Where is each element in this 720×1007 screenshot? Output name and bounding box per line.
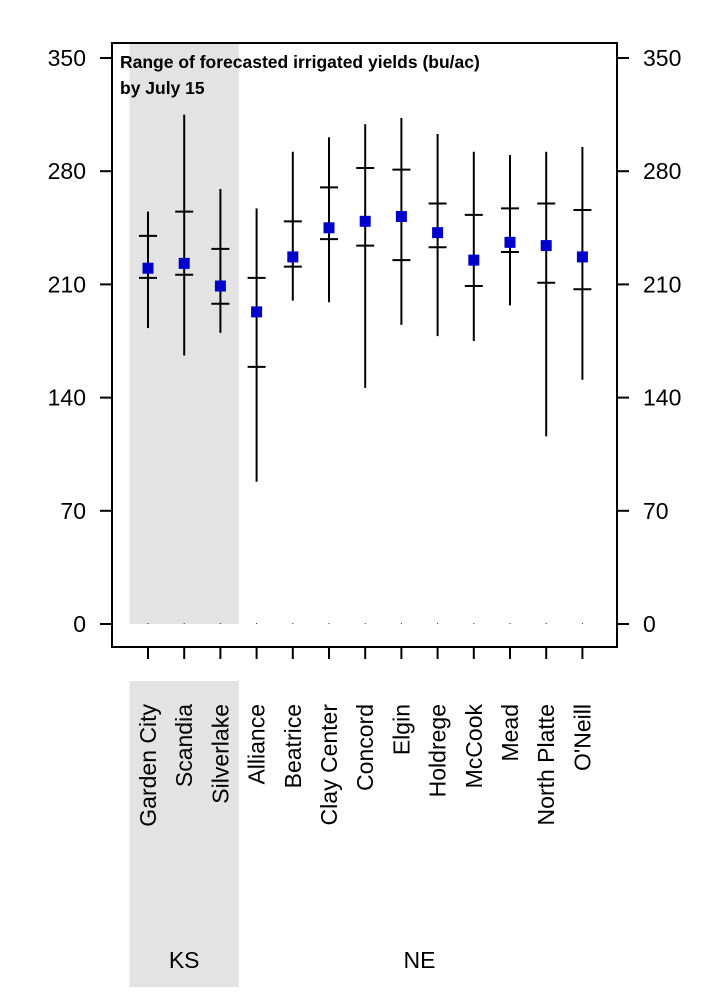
station-scandia xyxy=(175,114,194,624)
baseline-dot xyxy=(473,623,475,624)
x-tick-label: Scandia xyxy=(171,704,197,787)
baseline-dot xyxy=(509,623,511,624)
group-label: NE xyxy=(404,947,436,973)
median-marker xyxy=(251,306,263,318)
station-o-neill xyxy=(573,146,592,624)
median-marker xyxy=(142,262,154,274)
station-holdrege xyxy=(428,134,447,624)
station-silverlake xyxy=(211,188,230,624)
median-marker xyxy=(287,251,299,263)
median-marker xyxy=(576,251,588,263)
y-axis-left: 0 70 140 210 280 350 xyxy=(48,45,112,637)
x-tick-label: Holdrege xyxy=(425,704,451,797)
group-label: KS xyxy=(169,947,200,973)
x-tick-label: North Platte xyxy=(533,704,559,825)
station-concord xyxy=(356,124,375,624)
median-marker xyxy=(540,240,552,252)
error-bars xyxy=(139,114,592,624)
median-marker xyxy=(504,236,516,248)
station-mccook xyxy=(464,151,483,624)
median-marker xyxy=(432,227,444,239)
y-tick-label-left: 70 xyxy=(60,498,86,524)
station-alliance xyxy=(247,208,266,624)
x-tick-label: Silverlake xyxy=(207,704,233,804)
baseline-dot xyxy=(328,623,330,624)
x-tick-label: Elgin xyxy=(388,704,414,755)
x-tick-label: Garden City xyxy=(135,704,161,827)
median-marker xyxy=(395,210,407,222)
x-tick-label: Concord xyxy=(352,704,378,791)
chart-title: Range of forecasted irrigated yields (bu… xyxy=(120,52,480,72)
baseline-dot xyxy=(219,623,221,624)
chart-subtitle: by July 15 xyxy=(120,78,205,98)
station-elgin xyxy=(392,117,411,624)
station-clay-center xyxy=(320,137,338,624)
baseline-dot xyxy=(147,623,149,624)
y-tick-label-right: 70 xyxy=(643,498,669,524)
y-tick-label-right: 350 xyxy=(643,45,681,71)
baseline-dot xyxy=(400,623,402,624)
median-marker xyxy=(468,254,480,266)
group-labels: KS NE xyxy=(169,947,436,973)
y-tick-label-left: 280 xyxy=(48,158,86,184)
x-tick-label: Alliance xyxy=(244,704,270,785)
y-tick-label-left: 350 xyxy=(48,45,86,71)
station-mead xyxy=(501,155,519,624)
y-tick-label-left: 210 xyxy=(48,271,86,297)
station-beatrice xyxy=(283,151,302,624)
baseline-dot xyxy=(364,623,366,624)
y-axis-right: 0 70 140 210 280 350 xyxy=(617,45,681,637)
group-shade-labels xyxy=(129,681,239,987)
x-tick-label: Mead xyxy=(497,704,523,762)
y-tick-label-right: 140 xyxy=(643,385,681,411)
median-marker xyxy=(359,215,371,227)
y-tick-label-left: 0 xyxy=(73,611,86,637)
baseline-dot xyxy=(437,623,439,624)
y-tick-label-right: 210 xyxy=(643,271,681,297)
median-marker xyxy=(323,222,335,234)
baseline-dot xyxy=(292,623,294,624)
x-tick-label: O'Neill xyxy=(569,704,595,771)
station-north-platte xyxy=(537,151,556,624)
median-marker xyxy=(178,257,190,269)
baseline-dot xyxy=(545,623,547,624)
baseline-dot xyxy=(581,623,583,624)
x-axis: Garden City Scandia Silverlake Alliance Beat… xyxy=(135,647,595,827)
x-tick-label: Clay Center xyxy=(316,704,342,826)
station-garden-city xyxy=(139,211,157,624)
y-tick-label-right: 280 xyxy=(643,158,681,184)
y-tick-label-left: 140 xyxy=(48,385,86,411)
median-marker xyxy=(214,280,226,292)
y-tick-label-right: 0 xyxy=(643,611,656,637)
x-tick-label: McCook xyxy=(461,704,487,789)
baseline-dot xyxy=(256,623,258,624)
x-tick-label: Beatrice xyxy=(280,704,306,788)
baseline-dot xyxy=(183,623,185,624)
